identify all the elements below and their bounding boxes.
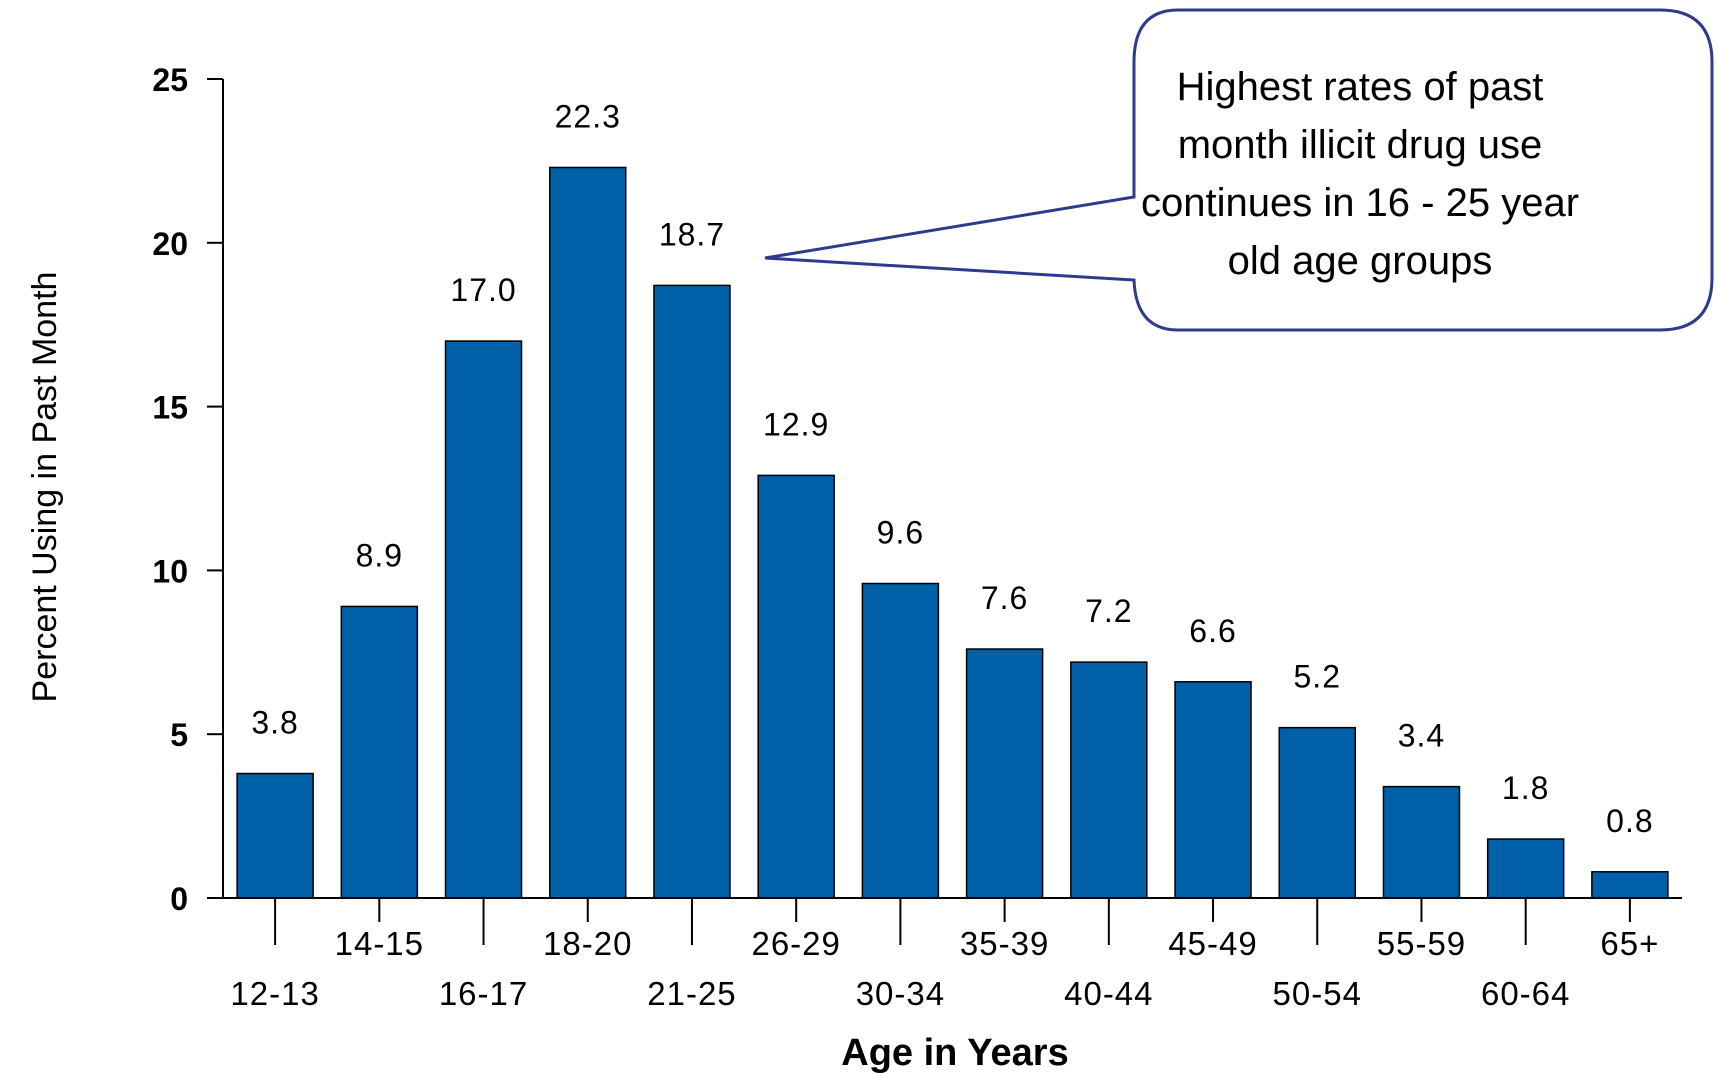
bar: [1591, 871, 1669, 899]
callout-annotation: Highest rates of past month illicit drug…: [1140, 65, 1580, 283]
value-label: 17.0: [450, 272, 516, 308]
x-tick-label: 45-49: [1168, 925, 1257, 962]
x-tick-label: 26-29: [751, 925, 840, 962]
bar: [861, 582, 940, 899]
value-label: 22.3: [555, 98, 621, 134]
bar: [1278, 726, 1356, 899]
bar: [965, 648, 1044, 899]
value-label: 3.4: [1398, 718, 1445, 754]
value-label: 18.7: [659, 216, 725, 252]
bar: [757, 474, 835, 899]
callout-bubble: [764, 8, 1714, 332]
bar: [444, 340, 523, 899]
y-tick-label: 25: [152, 62, 188, 98]
y-tick-label: 0: [170, 881, 188, 917]
value-label: 7.2: [1085, 593, 1132, 629]
value-label: 9.6: [877, 515, 924, 551]
value-label: 8.9: [356, 537, 403, 573]
y-tick-label: 15: [152, 390, 188, 426]
value-label: 3.8: [251, 705, 298, 741]
x-tick-label: 65+: [1600, 925, 1659, 962]
x-tick-label: 18-20: [543, 925, 632, 962]
x-tick-label: 30-34: [856, 975, 945, 1012]
bar: [340, 605, 419, 899]
x-axis-label: Age in Years: [841, 1032, 1068, 1074]
x-tick-label: 21-25: [647, 975, 736, 1012]
y-axis-label: Percent Using in Past Month: [26, 272, 64, 703]
axes-group: [207, 78, 1682, 945]
x-tick-label: 16-17: [439, 975, 528, 1012]
value-label: 5.2: [1294, 659, 1341, 695]
bars-group: [236, 166, 1669, 899]
value-label: 6.6: [1189, 613, 1236, 649]
labels-group: 0 5 10 15 20 25 3.8 12-13 8.9 14-15 17.0 16-17 22.3 1…: [152, 62, 1659, 1012]
x-tick-label: 12-13: [230, 975, 319, 1012]
bar: [1382, 785, 1461, 899]
bar: [1070, 661, 1148, 899]
x-tick-label: 14-15: [335, 925, 424, 962]
value-label: 7.6: [981, 580, 1028, 616]
value-label: 12.9: [763, 406, 829, 442]
bar: [653, 284, 731, 899]
x-tick-label: 60-64: [1481, 975, 1570, 1012]
x-tick-label: 50-54: [1273, 975, 1362, 1012]
bar: [236, 772, 314, 899]
value-label: 0.8: [1606, 803, 1653, 839]
y-tick-label: 10: [152, 553, 188, 589]
x-tick-label: 55-59: [1377, 925, 1466, 962]
y-tick-label: 20: [152, 226, 188, 262]
bar: [549, 166, 627, 899]
bar: [1174, 681, 1252, 899]
y-tick-label: 5: [170, 717, 188, 753]
x-tick-label: 35-39: [960, 925, 1049, 962]
value-label: 1.8: [1502, 770, 1549, 806]
x-tick-label: 40-44: [1064, 975, 1153, 1012]
bar: [1486, 838, 1565, 899]
